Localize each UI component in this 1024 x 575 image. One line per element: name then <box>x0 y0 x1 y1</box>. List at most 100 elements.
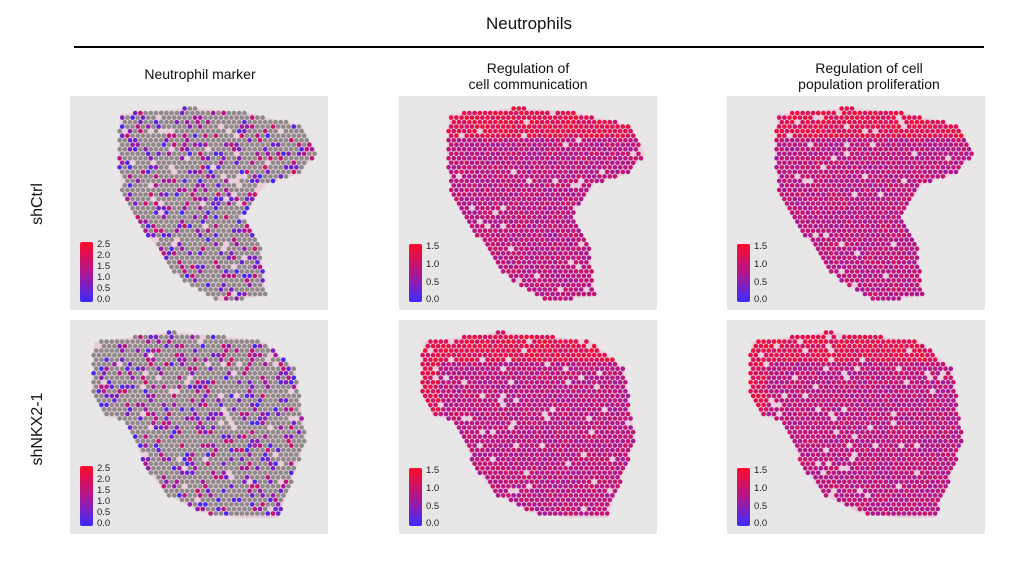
legend-tick: 1.0 <box>97 272 111 283</box>
spot <box>558 205 563 211</box>
spot <box>508 264 514 270</box>
spatial-spot-map <box>774 106 974 301</box>
spot <box>161 196 167 202</box>
spot <box>891 287 896 292</box>
spot <box>182 241 187 247</box>
spot <box>231 146 237 152</box>
spot <box>524 416 529 421</box>
spot <box>132 352 138 358</box>
spot <box>511 133 516 138</box>
spot <box>223 366 229 371</box>
spot <box>797 223 803 229</box>
spot <box>500 196 506 202</box>
spot <box>815 192 821 197</box>
spot <box>594 151 600 157</box>
spot <box>119 124 125 129</box>
spot <box>508 156 514 161</box>
spot <box>498 137 503 143</box>
spot <box>262 434 268 439</box>
spot <box>584 178 589 184</box>
spot <box>841 174 847 179</box>
spot <box>857 210 863 215</box>
color-legend: 2.5 2.0 1.5 1.0 0.5 0.0 <box>80 464 130 529</box>
spot <box>195 183 200 188</box>
spot <box>630 142 636 147</box>
spot <box>836 246 842 252</box>
spot <box>179 461 185 466</box>
spot <box>117 389 122 394</box>
spot <box>495 375 501 381</box>
spot <box>153 461 159 466</box>
spot <box>565 370 571 376</box>
spot <box>584 402 589 408</box>
spot <box>216 425 221 430</box>
spot <box>158 434 164 439</box>
spot <box>477 119 483 125</box>
spot <box>878 201 883 206</box>
spot <box>177 187 182 193</box>
spot <box>498 165 503 170</box>
spot <box>278 398 284 403</box>
spot <box>255 260 260 265</box>
spot <box>221 380 226 385</box>
spot <box>101 343 107 349</box>
spot <box>262 165 268 170</box>
spot <box>140 178 146 184</box>
spot <box>821 219 826 224</box>
spot <box>231 183 237 188</box>
spot <box>542 187 548 193</box>
spot <box>296 456 302 462</box>
spot <box>506 151 511 157</box>
spot <box>878 246 883 252</box>
spot <box>93 348 99 353</box>
spot <box>229 339 234 344</box>
spot <box>787 142 792 147</box>
spot <box>164 398 169 403</box>
spot <box>532 205 537 211</box>
spot <box>187 502 193 507</box>
spot <box>474 214 480 220</box>
spot <box>521 232 527 238</box>
spot <box>828 260 834 265</box>
spot <box>158 370 164 376</box>
spot <box>461 352 467 358</box>
spot <box>145 357 151 362</box>
spot <box>148 380 154 385</box>
spot <box>179 361 185 367</box>
spot <box>464 214 470 220</box>
spot <box>865 278 870 283</box>
spot <box>119 366 125 371</box>
spot <box>519 255 524 261</box>
spot <box>203 429 208 435</box>
spot <box>800 174 805 179</box>
spot <box>161 169 167 175</box>
spot <box>166 493 172 498</box>
spot <box>875 223 881 229</box>
spot <box>205 201 211 206</box>
spot <box>617 146 623 152</box>
spot <box>594 393 600 399</box>
spot <box>469 411 475 417</box>
spot <box>474 348 480 353</box>
spot <box>552 124 558 129</box>
spot <box>904 246 909 252</box>
spot <box>203 241 208 247</box>
spot <box>880 296 886 301</box>
spot <box>948 151 954 157</box>
spot <box>197 456 203 462</box>
spot <box>808 196 813 202</box>
spot <box>242 110 247 116</box>
spot <box>226 264 232 270</box>
spot <box>615 384 620 390</box>
spot <box>852 219 857 224</box>
spot <box>226 291 232 297</box>
spot <box>552 260 558 265</box>
spot <box>896 169 902 175</box>
spot <box>221 452 226 457</box>
spot <box>474 384 480 390</box>
spot <box>296 393 302 399</box>
spot <box>792 169 798 175</box>
spot <box>870 133 876 138</box>
spot <box>490 187 496 193</box>
spot <box>599 402 605 408</box>
